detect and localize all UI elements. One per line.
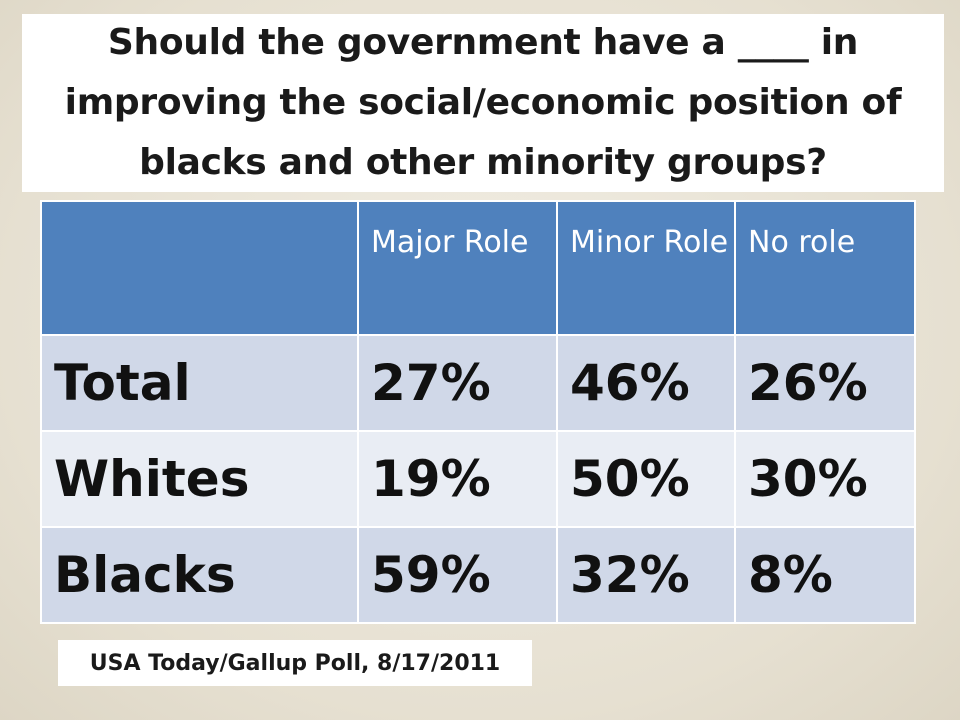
table-header-row: Major Role Minor Role No role xyxy=(40,200,916,336)
cell-no-role: 30% xyxy=(734,430,916,528)
cell-no-role: 8% xyxy=(734,526,916,624)
slide-title: Should the government have a ____ in imp… xyxy=(64,22,902,183)
cell-major-role: 59% xyxy=(357,526,558,624)
table-row-total: Total 27% 46% 26% xyxy=(40,334,916,432)
header-cell-minor-role: Minor Role xyxy=(556,200,736,336)
cell-minor-role: 50% xyxy=(556,430,736,528)
title-box: Should the government have a ____ in imp… xyxy=(22,14,944,192)
table-row-whites: Whites 19% 50% 30% xyxy=(40,430,916,528)
source-box: USA Today/Gallup Poll, 8/17/2011 xyxy=(58,640,532,686)
row-label: Total xyxy=(40,334,359,432)
row-label: Blacks xyxy=(40,526,359,624)
source-caption: USA Today/Gallup Poll, 8/17/2011 xyxy=(89,650,501,676)
cell-no-role: 26% xyxy=(734,334,916,432)
row-label: Whites xyxy=(40,430,359,528)
cell-major-role: 19% xyxy=(357,430,558,528)
poll-table: Major Role Minor Role No role Total 27% … xyxy=(40,200,916,624)
header-cell-empty xyxy=(40,200,359,336)
cell-major-role: 27% xyxy=(357,334,558,432)
header-cell-major-role: Major Role xyxy=(357,200,558,336)
table-row-blacks: Blacks 59% 32% 8% xyxy=(40,526,916,624)
header-cell-no-role: No role xyxy=(734,200,916,336)
cell-minor-role: 46% xyxy=(556,334,736,432)
cell-minor-role: 32% xyxy=(556,526,736,624)
